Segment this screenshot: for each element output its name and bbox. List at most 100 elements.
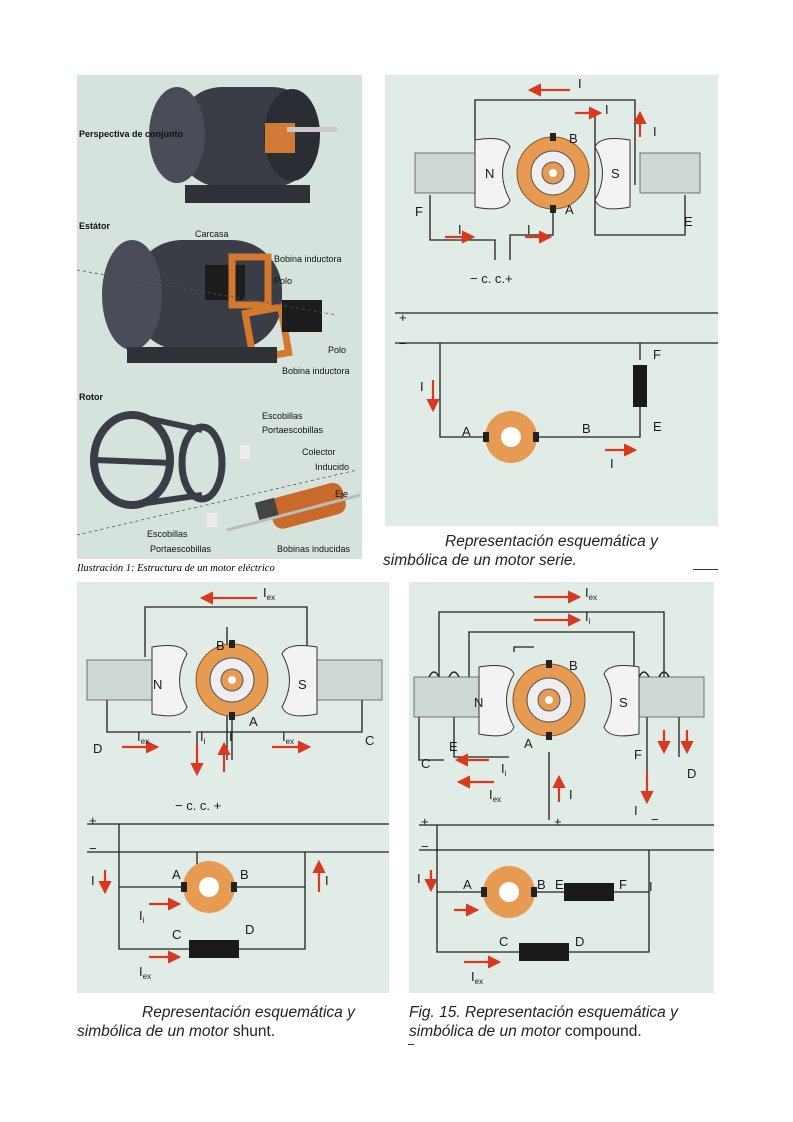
label-inducido: Inducido <box>315 462 350 472</box>
series-label-minus: − <box>399 336 407 351</box>
shunt-label-Ii-2: Ii <box>139 908 145 925</box>
compound-label-minus-cc: − <box>651 812 659 827</box>
compound-label-N: N <box>474 695 484 710</box>
label-portaescobillas-top: Portaescobillas <box>262 425 324 435</box>
label-polo-2: Polo <box>328 345 347 355</box>
series-label-F-2: F <box>653 347 661 362</box>
series-caption-line1: Representación esquemática y <box>445 533 658 550</box>
label-bobina-inductora-1: Bobina inductora <box>274 254 342 264</box>
compound-label-F-2: F <box>619 877 627 892</box>
shunt-label-plus: + <box>89 813 97 828</box>
shunt-label-Ii: Ii <box>200 729 206 746</box>
compound-label-F: F <box>634 747 642 762</box>
series-label-A: A <box>565 202 574 217</box>
compound-label-I-left: I <box>417 871 421 886</box>
series-label-B: B <box>569 131 578 146</box>
compound-label-Ii-mid: Ii <box>501 761 507 778</box>
compound-caption-mark <box>408 1044 414 1045</box>
illustration-caption: Ilustración 1: Estructura de un motor el… <box>77 563 275 574</box>
series-label-E-2: E <box>653 419 662 434</box>
shunt-label-S: S <box>298 677 307 692</box>
perspective-motor-figure <box>149 87 337 203</box>
compound-label-B: B <box>569 658 578 673</box>
shunt-label-N: N <box>153 677 163 692</box>
label-eje: Eje <box>335 489 349 499</box>
compound-caption-line2: simbólica de un motor compound. <box>409 1023 642 1040</box>
series-label-I-7: I <box>610 456 614 471</box>
compound-label-S: S <box>619 695 628 710</box>
compound-label-plus: + <box>421 814 429 829</box>
series-motor-diagram: I I I B A N S F E I I − c. c.+ + − F E I… <box>385 75 718 526</box>
shunt-label-B: B <box>216 638 225 653</box>
series-label-S: S <box>611 166 620 181</box>
compound-motor-schematic <box>413 590 714 969</box>
series-label-I-4: I <box>458 222 462 237</box>
shunt-label-I-left: I <box>91 873 95 888</box>
series-label-I-2: I <box>605 102 609 117</box>
compound-label-D: D <box>687 766 697 781</box>
compound-label-Iex-top: Iex <box>585 585 598 602</box>
stator-figure <box>77 240 338 363</box>
motor-structure-illustration: Perspectiva de conjunto Estátor Rotor Ca… <box>77 75 362 559</box>
compound-label-Iex-bottom: Iex <box>471 969 484 986</box>
shunt-label-cc: − c. c. + <box>175 798 222 813</box>
shunt-label-Iex-bottom: Iex <box>139 964 152 981</box>
series-label-N: N <box>485 166 495 181</box>
compound-motor-diagram: Iex Ii B A N S E F C D Ii Iex I I + − + … <box>409 582 714 993</box>
series-caption-rule <box>693 569 718 570</box>
series-label-I-3: I <box>653 124 657 139</box>
series-motor-schematic <box>395 83 718 463</box>
compound-label-A-2: A <box>463 877 472 892</box>
compound-label-E-2: E <box>555 877 564 892</box>
compound-label-plus-cc: + <box>554 814 562 829</box>
compound-label-C-2: C <box>499 934 509 949</box>
series-label-cc: − c. c.+ <box>470 271 513 286</box>
section-label-perspective: Perspectiva de conjunto <box>79 129 184 139</box>
label-polo-1: Polo <box>274 276 293 286</box>
shunt-label-minus: − <box>89 841 97 856</box>
label-escobillas-bottom: Escobillas <box>147 529 188 539</box>
shunt-label-B-2: B <box>240 867 249 882</box>
shunt-label-Iex-right: Iex <box>282 729 295 746</box>
series-label-I-6: I <box>420 379 424 394</box>
shunt-caption-line1: Representación esquemática y <box>142 1004 355 1021</box>
compound-label-D-2: D <box>575 934 585 949</box>
shunt-label-Iex-top: Iex <box>263 585 276 602</box>
shunt-motor-schematic <box>86 591 389 964</box>
series-label-F: F <box>415 204 423 219</box>
shunt-motor-diagram: Iex B A N S D C Iex Ii I Iex − c. c. + +… <box>77 582 389 993</box>
shunt-label-A-2: A <box>172 867 181 882</box>
series-caption-line2: simbólica de un motor serie. <box>383 552 577 569</box>
shunt-label-I-mid: I <box>229 729 233 744</box>
shunt-label-C-2: C <box>172 927 182 942</box>
compound-label-minus: − <box>421 839 429 854</box>
shunt-label-Iex-left: Iex <box>137 729 150 746</box>
series-label-B-2: B <box>582 421 591 436</box>
shunt-label-C: C <box>365 733 375 748</box>
series-label-I-5: I <box>527 222 531 237</box>
motor-structure-drawing <box>77 87 361 536</box>
shunt-label-A: A <box>249 714 258 729</box>
compound-label-E: E <box>449 739 458 754</box>
label-bobinas-inducidas: Bobinas inducidas <box>277 544 351 554</box>
compound-label-Ii-top: Ii <box>585 609 591 626</box>
compound-caption-line1: Fig. 15. Representación esquemática y <box>409 1004 678 1021</box>
series-label-E: E <box>684 214 693 229</box>
label-portaescobillas-bottom: Portaescobillas <box>150 544 212 554</box>
series-label-plus: + <box>399 310 407 325</box>
label-bobina-inductora-2: Bobina inductora <box>282 366 350 376</box>
compound-label-C: C <box>421 756 431 771</box>
rotor-figure <box>77 411 361 536</box>
shunt-label-I-right: I <box>325 873 329 888</box>
compound-label-B-2: B <box>537 877 546 892</box>
label-carcasa: Carcasa <box>195 229 229 239</box>
compound-label-I-right-2: I <box>649 879 653 894</box>
section-label-stator: Estátor <box>79 221 111 231</box>
compound-label-I-mid: I <box>569 787 573 802</box>
compound-label-A: A <box>524 736 533 751</box>
shunt-caption-line2: simbólica de un motor shunt. <box>77 1023 276 1040</box>
shunt-label-D-2: D <box>245 922 255 937</box>
shunt-label-D: D <box>93 741 103 756</box>
label-escobillas-top: Escobillas <box>262 411 303 421</box>
series-label-I-1: I <box>578 76 582 91</box>
